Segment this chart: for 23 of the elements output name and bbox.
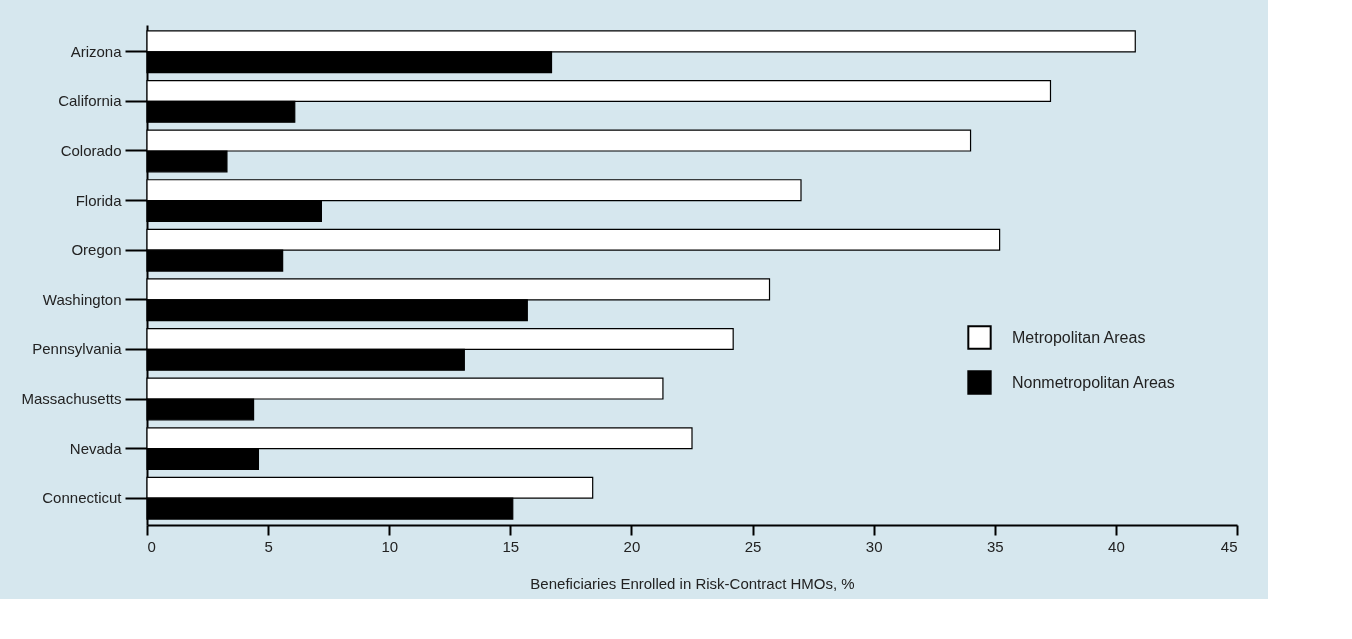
x-tick-label: 35	[986, 537, 1004, 555]
y-tick-label: Oregon	[71, 241, 122, 259]
y-tick-label: Pennsylvania	[32, 340, 123, 358]
x-tick-label: 5	[264, 537, 273, 555]
y-tick-label: California	[58, 92, 123, 110]
y-tick-label: Florida	[75, 191, 123, 209]
x-tick-label: 20	[623, 537, 641, 555]
x-tick-label: 0	[147, 537, 156, 555]
legend-label: Nonmetropolitan Areas	[1012, 373, 1175, 391]
x-tick-label: 10	[381, 537, 399, 555]
x-tick-label: 30	[865, 537, 883, 555]
x-tick-label: 15	[502, 537, 520, 555]
y-tick-label: Connecticut	[42, 489, 123, 507]
y-tick-label: Massachusetts	[21, 390, 122, 408]
x-tick-label: 45	[1220, 537, 1238, 555]
x-axis-title: Beneficiaries Enrolled in Risk-Contract HMOs, %	[530, 574, 855, 592]
x-tick-label: 40	[1108, 537, 1125, 555]
legend-label: Metropolitan Areas	[1012, 328, 1146, 346]
y-tick-label: Arizona	[70, 42, 123, 60]
y-tick-label: Colorado	[60, 141, 122, 159]
y-tick-label: Nevada	[69, 439, 123, 457]
y-tick-label: Washington	[42, 290, 122, 308]
x-tick-label: 25	[744, 537, 762, 555]
